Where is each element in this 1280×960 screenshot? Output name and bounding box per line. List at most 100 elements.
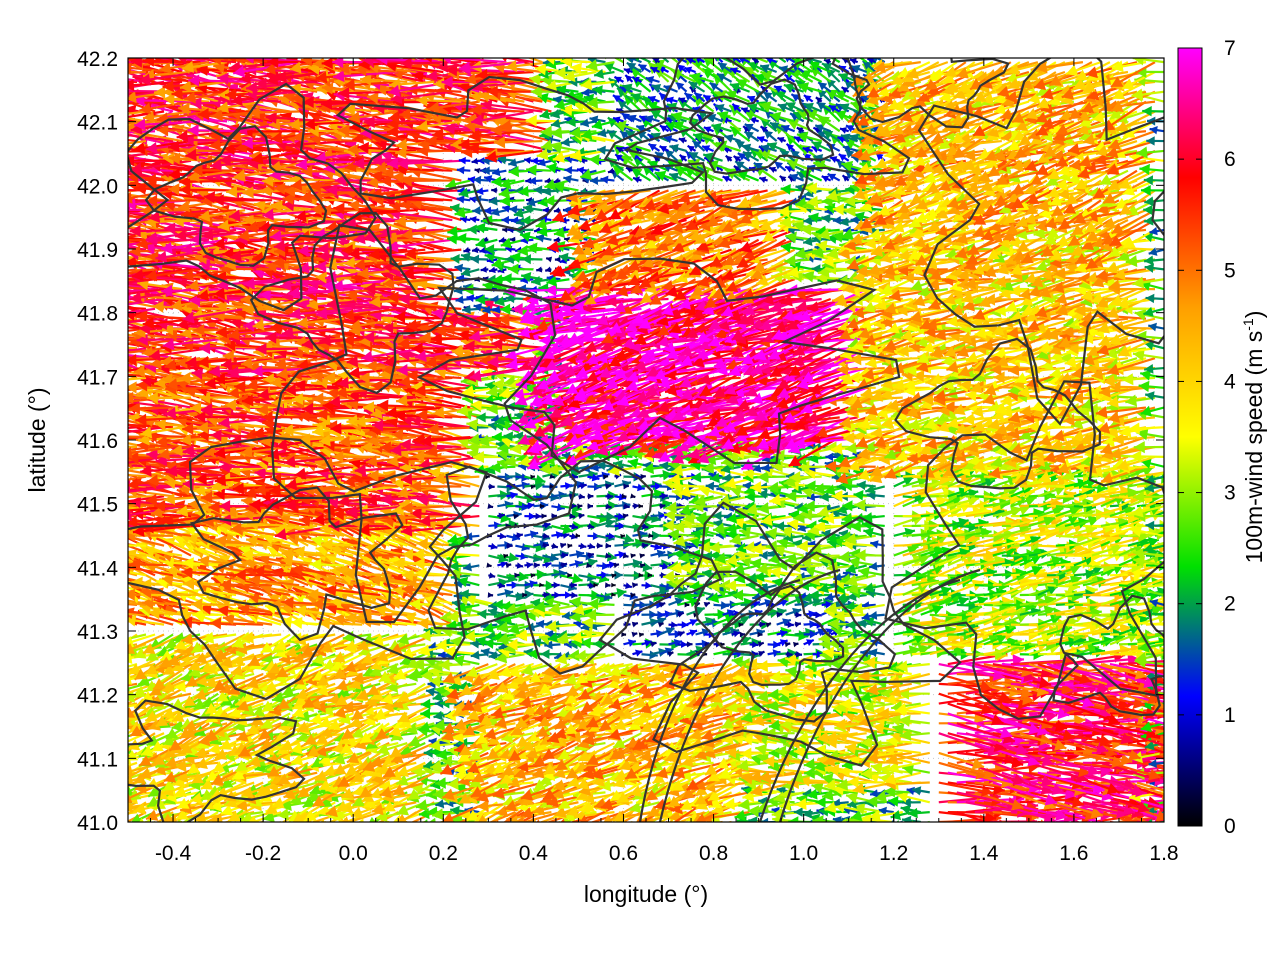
wind-vector bbox=[878, 806, 894, 816]
wind-vector bbox=[1037, 820, 1085, 822]
wind-vector bbox=[557, 820, 561, 822]
wind-vector bbox=[803, 639, 815, 647]
wind-vector bbox=[540, 821, 543, 822]
wind-vector bbox=[242, 821, 246, 822]
wind-vector bbox=[168, 820, 174, 822]
wind-vector bbox=[1136, 811, 1164, 820]
wind-vector bbox=[686, 641, 693, 648]
wind-vector bbox=[559, 542, 567, 549]
wind-vector bbox=[378, 821, 381, 822]
wind-vector bbox=[631, 621, 639, 628]
wind-vector bbox=[794, 621, 802, 628]
wind-vector bbox=[128, 713, 129, 715]
wind-vector bbox=[128, 485, 129, 487]
wind-vector bbox=[488, 542, 498, 550]
wind-vector bbox=[992, 820, 997, 822]
wind-vector bbox=[1136, 816, 1164, 822]
wind-vector bbox=[809, 819, 822, 822]
wind-vector bbox=[737, 820, 741, 822]
wind-vector bbox=[605, 483, 612, 490]
wind-vector bbox=[488, 483, 495, 490]
wind-vector bbox=[128, 406, 129, 408]
wind-vector bbox=[623, 639, 637, 647]
wind-vector bbox=[587, 542, 596, 550]
wind-vector bbox=[232, 820, 237, 822]
wind-vector bbox=[1028, 820, 1036, 822]
wind-vector bbox=[956, 811, 989, 822]
wind-vector bbox=[983, 820, 988, 822]
wind-vector bbox=[747, 821, 750, 822]
wind-vector bbox=[1046, 820, 1053, 822]
wind-vector bbox=[638, 503, 643, 509]
wind-vector bbox=[551, 542, 559, 549]
wind-vector bbox=[605, 542, 612, 549]
wind-vector bbox=[686, 820, 723, 822]
wind-vector bbox=[1147, 818, 1164, 822]
wind-vector bbox=[128, 475, 129, 477]
wind-vector bbox=[487, 592, 494, 598]
wind-vector bbox=[197, 821, 201, 822]
wind-vector bbox=[621, 631, 627, 637]
wind-vector bbox=[128, 733, 129, 735]
wind-vector bbox=[628, 820, 633, 822]
wind-vector bbox=[128, 792, 129, 794]
wind-vector bbox=[639, 553, 645, 559]
wind-vector bbox=[152, 821, 156, 822]
wind-vector bbox=[901, 815, 921, 822]
wind-vector bbox=[614, 501, 631, 510]
wind-vector bbox=[551, 581, 560, 589]
wind-vector bbox=[585, 821, 588, 822]
wind-vector bbox=[223, 820, 228, 822]
wind-vector bbox=[277, 820, 282, 822]
wind-vector bbox=[567, 543, 573, 549]
wind-vector bbox=[605, 582, 611, 589]
wind-vector bbox=[503, 820, 507, 822]
wind-vector bbox=[650, 641, 657, 648]
wind-vector bbox=[533, 512, 542, 520]
wind-vector bbox=[324, 821, 327, 822]
wind-vector bbox=[659, 601, 666, 608]
wind-vector bbox=[128, 613, 129, 615]
wind-vector bbox=[128, 417, 129, 419]
wind-vector bbox=[128, 772, 129, 774]
wind-vector bbox=[641, 650, 658, 660]
wind-vector bbox=[1055, 801, 1104, 819]
wind-vector bbox=[128, 811, 147, 822]
wind-vector bbox=[312, 820, 318, 822]
wind-vector bbox=[497, 500, 514, 510]
wind-vector bbox=[683, 820, 687, 822]
wind-vector bbox=[640, 473, 646, 480]
wind-vector bbox=[569, 591, 578, 599]
wind-vector bbox=[623, 582, 633, 589]
wind-vector bbox=[128, 664, 129, 666]
wind-vector bbox=[650, 549, 666, 559]
wind-vector bbox=[512, 820, 516, 822]
wind-vector bbox=[349, 820, 354, 822]
wind-vector bbox=[358, 818, 390, 822]
wind-vector bbox=[128, 723, 129, 725]
wind-vector bbox=[128, 782, 129, 784]
wind-vector bbox=[854, 499, 885, 512]
wind-vector bbox=[569, 550, 585, 559]
wind-vector bbox=[214, 820, 219, 822]
wind-vector bbox=[176, 820, 183, 822]
wind-vector bbox=[632, 582, 638, 589]
wind-vector bbox=[128, 465, 129, 467]
wind-vector bbox=[486, 821, 489, 822]
wind-vector bbox=[1010, 820, 1018, 822]
wind-vector bbox=[767, 626, 792, 638]
wind-vector bbox=[611, 582, 616, 588]
wind-vector bbox=[293, 820, 300, 822]
wind-vector bbox=[488, 572, 496, 579]
wind-vector bbox=[632, 483, 645, 492]
wind-vector bbox=[279, 799, 309, 812]
wind-vector bbox=[802, 808, 822, 819]
wind-vector bbox=[128, 426, 129, 428]
wind-vector bbox=[575, 821, 579, 822]
wind-vector bbox=[907, 807, 930, 819]
wind-vector bbox=[641, 581, 653, 590]
wind-vector bbox=[250, 820, 273, 822]
wind-vector bbox=[596, 542, 603, 549]
wind-vector bbox=[286, 820, 291, 822]
